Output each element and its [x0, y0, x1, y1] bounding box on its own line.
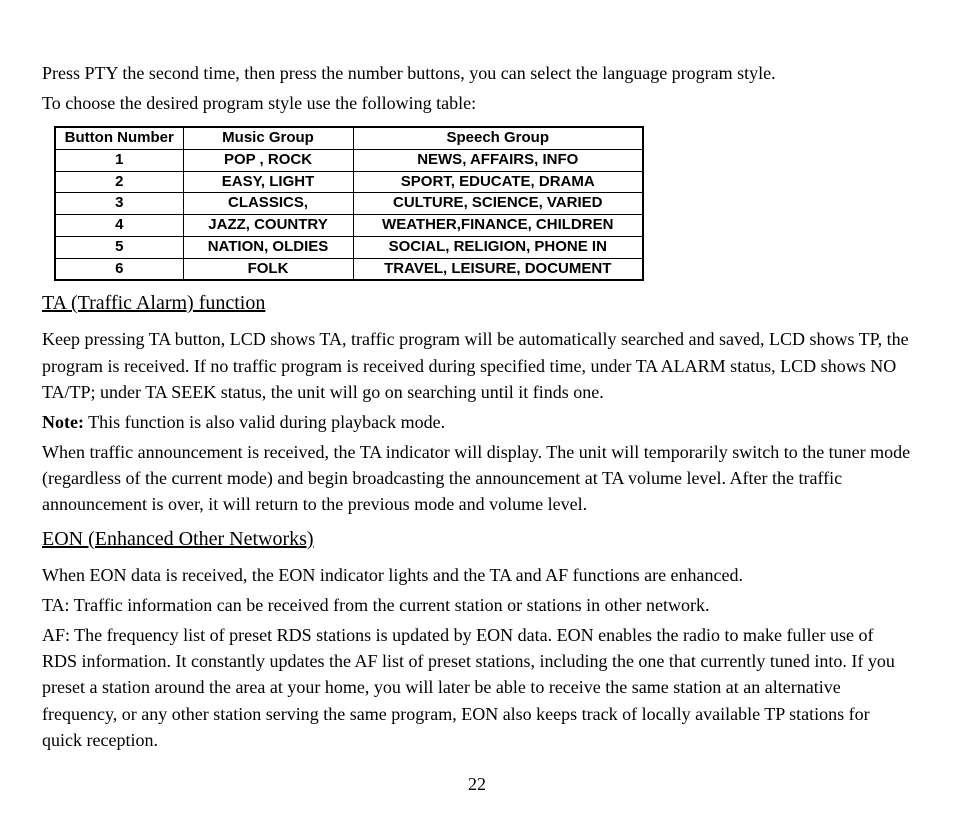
cell-speech: WEATHER,FINANCE, CHILDREN — [353, 215, 643, 237]
cell-button: 4 — [55, 215, 183, 237]
pty-table-container: Button Number Music Group Speech Group 1… — [54, 126, 912, 281]
ta-note: Note: This function is also valid during… — [42, 409, 912, 435]
table-row: 1 POP , ROCK NEWS, AFFAIRS, INFO — [55, 149, 643, 171]
cell-speech: CULTURE, SCIENCE, VARIED — [353, 193, 643, 215]
eon-heading: EON (Enhanced Other Networks) — [42, 525, 912, 554]
intro-line-2: To choose the desired program style use … — [42, 90, 912, 116]
page-number: 22 — [42, 771, 912, 797]
ta-paragraph-2: When traffic announcement is received, t… — [42, 439, 912, 517]
table-row: 2 EASY, LIGHT SPORT, EDUCATE, DRAMA — [55, 171, 643, 193]
cell-music: JAZZ, COUNTRY — [183, 215, 353, 237]
cell-button: 6 — [55, 258, 183, 280]
document-page: Press PTY the second time, then press th… — [0, 0, 954, 817]
cell-speech: SOCIAL, RELIGION, PHONE IN — [353, 236, 643, 258]
col-header-speech: Speech Group — [353, 127, 643, 149]
cell-button: 1 — [55, 149, 183, 171]
col-header-button: Button Number — [55, 127, 183, 149]
eon-paragraph-3: AF: The frequency list of preset RDS sta… — [42, 622, 912, 752]
table-row: 4 JAZZ, COUNTRY WEATHER,FINANCE, CHILDRE… — [55, 215, 643, 237]
pty-table: Button Number Music Group Speech Group 1… — [54, 126, 644, 281]
cell-speech: NEWS, AFFAIRS, INFO — [353, 149, 643, 171]
cell-speech: SPORT, EDUCATE, DRAMA — [353, 171, 643, 193]
eon-paragraph-1: When EON data is received, the EON indic… — [42, 562, 912, 588]
cell-music: EASY, LIGHT — [183, 171, 353, 193]
note-text: This function is also valid during playb… — [84, 412, 445, 432]
cell-button: 5 — [55, 236, 183, 258]
cell-music: POP , ROCK — [183, 149, 353, 171]
cell-music: FOLK — [183, 258, 353, 280]
cell-music: NATION, OLDIES — [183, 236, 353, 258]
table-header-row: Button Number Music Group Speech Group — [55, 127, 643, 149]
cell-button: 2 — [55, 171, 183, 193]
note-label: Note: — [42, 412, 84, 432]
cell-music: CLASSICS, — [183, 193, 353, 215]
ta-paragraph-1: Keep pressing TA button, LCD shows TA, t… — [42, 326, 912, 404]
eon-paragraph-2: TA: Traffic information can be received … — [42, 592, 912, 618]
intro-line-1: Press PTY the second time, then press th… — [42, 60, 912, 86]
col-header-music: Music Group — [183, 127, 353, 149]
ta-heading: TA (Traffic Alarm) function — [42, 289, 912, 318]
cell-speech: TRAVEL, LEISURE, DOCUMENT — [353, 258, 643, 280]
table-row: 5 NATION, OLDIES SOCIAL, RELIGION, PHONE… — [55, 236, 643, 258]
table-row: 3 CLASSICS, CULTURE, SCIENCE, VARIED — [55, 193, 643, 215]
table-row: 6 FOLK TRAVEL, LEISURE, DOCUMENT — [55, 258, 643, 280]
cell-button: 3 — [55, 193, 183, 215]
